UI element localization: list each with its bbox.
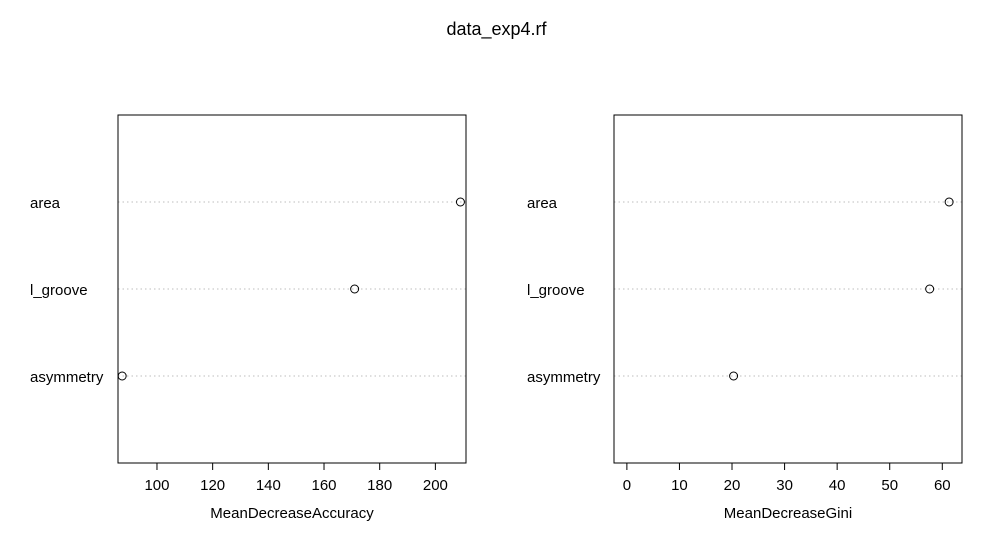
x-tick-label: 120 — [200, 477, 225, 494]
x-tick-label: 40 — [829, 477, 846, 494]
x-tick-label: 140 — [256, 477, 281, 494]
x-axis-label: MeanDecreaseGini — [724, 505, 852, 522]
x-axis-label: MeanDecreaseAccuracy — [210, 505, 374, 522]
panel-mean-decrease-accuracy: area l_groove asymmetry 100 120 140 160 180 200 M… — [30, 114, 467, 522]
category-label: area — [30, 195, 61, 212]
category-label: asymmetry — [527, 369, 601, 386]
x-tick-label: 200 — [423, 477, 448, 494]
x-tick-label: 100 — [144, 477, 169, 494]
category-label: l_groove — [30, 282, 88, 299]
x-tick-label: 30 — [776, 477, 793, 494]
category-label: asymmetry — [30, 369, 104, 386]
data-point — [117, 371, 127, 381]
category-label: area — [527, 195, 558, 212]
x-tick-label: 20 — [724, 477, 741, 494]
data-point — [925, 284, 935, 294]
x-tick-label: 50 — [881, 477, 898, 494]
data-point — [729, 371, 739, 381]
figure-title: data_exp4.rf — [446, 19, 547, 40]
x-tick-label: 60 — [934, 477, 951, 494]
panel-mean-decrease-gini: area l_groove asymmetry 0 10 20 30 40 50 60 MeanDe… — [527, 114, 963, 522]
data-point — [350, 284, 360, 294]
data-point — [944, 197, 954, 207]
x-tick-label: 10 — [671, 477, 688, 494]
data-point — [455, 197, 465, 207]
plot-frame — [613, 114, 963, 464]
x-tick-label: 180 — [367, 477, 392, 494]
plot-frame — [117, 114, 467, 464]
category-label: l_groove — [527, 282, 585, 299]
x-tick-label: 0 — [623, 477, 631, 494]
x-tick-label: 160 — [312, 477, 337, 494]
